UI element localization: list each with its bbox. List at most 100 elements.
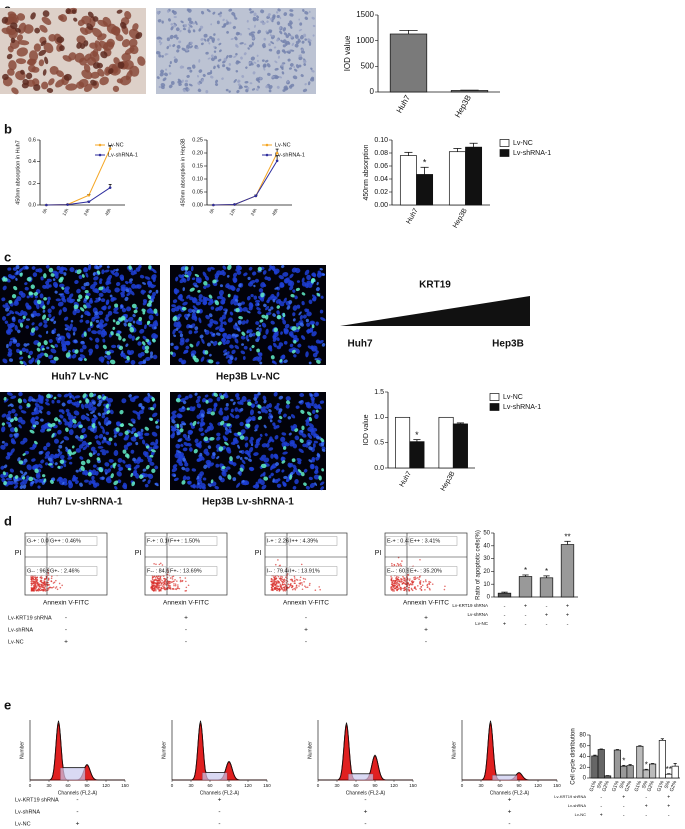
cell [292, 289, 296, 293]
x-tick-label: 90 [516, 783, 522, 788]
cell [210, 340, 214, 344]
cell [190, 265, 194, 272]
event-dot [51, 586, 54, 589]
cell [9, 433, 13, 438]
cell [144, 276, 151, 280]
event-dot [168, 580, 171, 583]
cell [92, 414, 97, 418]
cell [218, 327, 225, 332]
cell [94, 299, 101, 303]
event-dot [163, 577, 166, 580]
cell [7, 273, 13, 279]
cell [95, 265, 100, 270]
cell [37, 342, 42, 347]
event-dot [157, 581, 160, 584]
event-dot [390, 575, 392, 578]
x-tick-label: 0 [29, 783, 32, 788]
cell [64, 340, 71, 346]
cell [19, 470, 24, 474]
cell [93, 315, 100, 319]
quadrant-box [25, 566, 47, 576]
cell [282, 446, 287, 450]
cell [253, 24, 256, 28]
cell [308, 476, 313, 481]
cell [184, 266, 189, 271]
cell [247, 282, 254, 287]
cell [110, 331, 114, 336]
cell [181, 480, 186, 485]
cell [111, 297, 117, 301]
cell [179, 423, 183, 429]
cell [202, 271, 207, 278]
x-axis-label: Channels (FL2-A) [346, 790, 386, 796]
legend-swatch [489, 403, 500, 411]
cell [280, 39, 285, 44]
cell [288, 32, 291, 37]
cell [124, 296, 129, 302]
cell [74, 395, 81, 399]
cell [171, 467, 178, 473]
cell [246, 330, 249, 334]
cell [26, 343, 30, 346]
cell [213, 402, 218, 407]
event-dot [391, 577, 393, 579]
cell [205, 314, 210, 320]
cell [71, 451, 77, 455]
cell [69, 267, 75, 273]
y-tick-label: 1000 [356, 36, 374, 45]
cell [68, 392, 73, 398]
cell [241, 343, 245, 346]
cell [180, 443, 184, 447]
cell [148, 314, 154, 321]
cell [63, 272, 67, 276]
cell [297, 343, 302, 348]
cell [297, 326, 301, 330]
cell [173, 34, 178, 39]
cell [58, 15, 64, 21]
condition-sign: + [622, 794, 625, 800]
cell [259, 361, 263, 365]
cell [99, 76, 109, 86]
y-tick-label: 0.6 [28, 137, 36, 143]
cell [90, 427, 95, 432]
y-axis-label: Number [19, 741, 25, 759]
cell [128, 280, 133, 284]
legend-label: Lv-shRNA-1 [503, 404, 541, 411]
bar [560, 544, 575, 598]
bar [450, 90, 489, 93]
event-dot [300, 563, 303, 566]
cell [8, 300, 13, 304]
event-dot [277, 588, 280, 591]
cell [185, 47, 189, 52]
cell [85, 295, 90, 300]
cell [102, 436, 106, 440]
x-tick-label: S% [641, 780, 649, 790]
cell [202, 73, 206, 78]
cell [256, 79, 261, 83]
cell [31, 266, 36, 270]
bar [604, 775, 612, 779]
cell [196, 475, 200, 480]
event-dot [167, 586, 170, 588]
cell [37, 268, 43, 273]
cell [91, 423, 96, 427]
cell [243, 52, 247, 56]
cell [96, 402, 102, 407]
event-dot [408, 584, 411, 587]
cell [213, 50, 217, 53]
cell [16, 34, 24, 42]
event-dot [309, 582, 311, 585]
cell [139, 474, 144, 479]
cell [220, 321, 224, 325]
cell [83, 358, 87, 362]
cell [13, 478, 17, 483]
event-dot [155, 589, 157, 592]
cell [42, 309, 46, 313]
event-dot [33, 588, 35, 591]
cell [130, 360, 136, 365]
x-tick-label: 24h [83, 207, 91, 216]
cell [227, 358, 233, 365]
cell [89, 392, 94, 398]
cell [80, 414, 86, 421]
cell [305, 401, 311, 408]
